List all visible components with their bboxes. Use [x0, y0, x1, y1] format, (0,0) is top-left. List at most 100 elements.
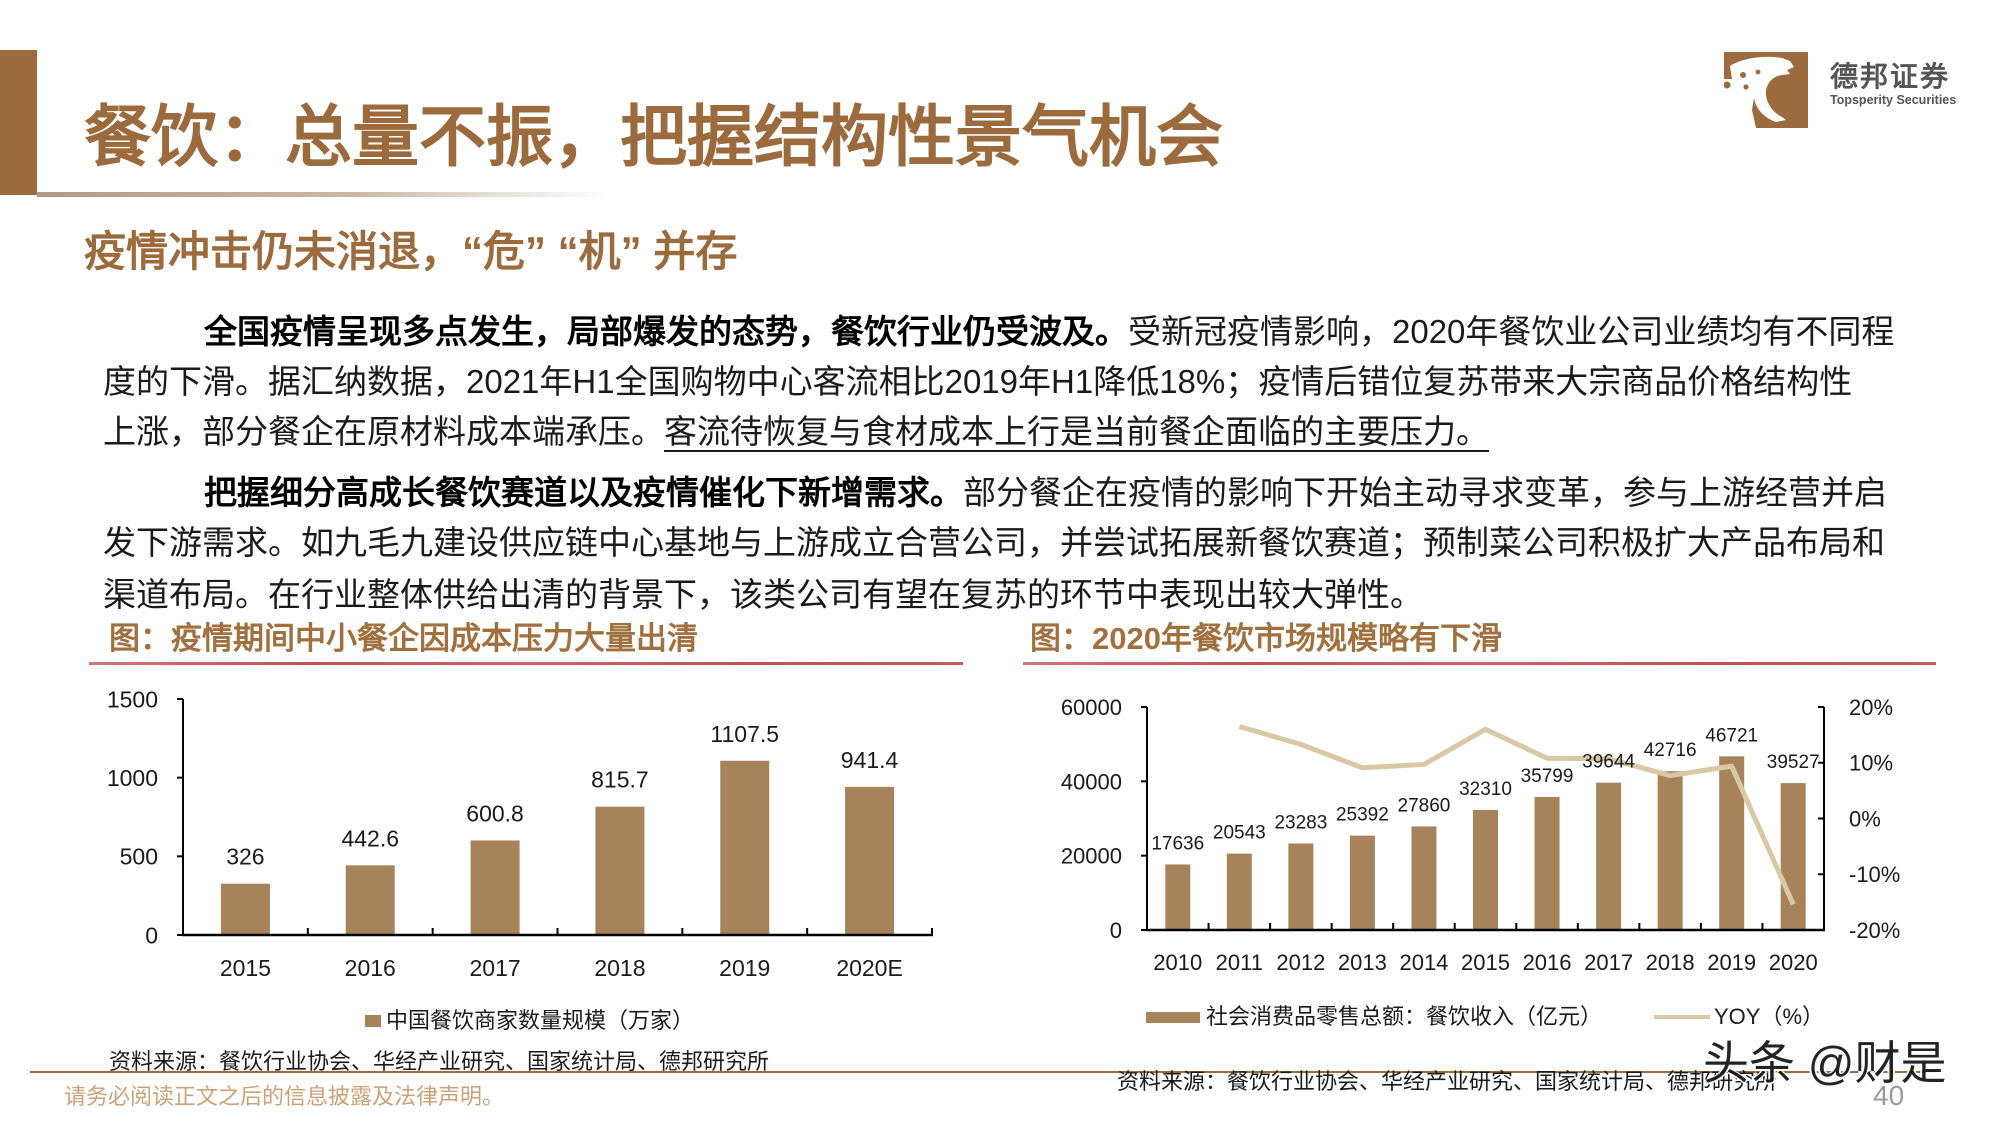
paragraph-1-text: 上涨，部分餐企在原材料成本端承压。 — [103, 413, 664, 450]
bar-2010 — [1165, 864, 1191, 930]
value-label: 46721 — [1705, 725, 1758, 746]
legend-swatch-yoy-line — [1654, 1015, 1710, 1019]
bar-2018 — [1657, 771, 1683, 930]
body-line: 渠道布局。在行业整体供给出清的背景下，该类公司有望在复苏的环节中表现出较大弹性。 — [103, 576, 1423, 613]
value-label: 442.6 — [341, 825, 399, 851]
category-label: 2013 — [1338, 950, 1387, 975]
y-tick-label: 1000 — [107, 765, 158, 791]
y-tick-label-right: 0% — [1849, 806, 1881, 831]
bar-2016 — [345, 865, 395, 935]
body-line: 全国疫情呈现多点发生，局部爆发的态势，餐饮行业仍受波及。受新冠疫情影响，2020… — [204, 312, 1894, 352]
figure-2-combo-chart: 17636 20543 23283 25392 27860 32310 35799 39644… — [1061, 695, 1901, 975]
value-label: 39527 — [1767, 752, 1820, 773]
footer-rule — [30, 1071, 1937, 1073]
legend-label-yoy: YOY（%） — [1714, 1004, 1825, 1029]
y-tick-label: 0 — [145, 922, 158, 948]
y-tick-label-right: 10% — [1849, 751, 1893, 776]
y-tick-label-right: 20% — [1849, 695, 1893, 720]
body-line: 度的下滑。据汇纳数据，2021年H1全国购物中心客流相比2019年H1降低18%… — [103, 363, 1853, 400]
watermark: 头条 @财是 — [1703, 1037, 1947, 1089]
title-accent-bar — [0, 50, 37, 195]
value-label: 20543 — [1213, 823, 1266, 844]
bar-2015 — [220, 883, 270, 935]
category-label: 2011 — [1216, 950, 1263, 975]
value-label: 600.8 — [466, 800, 524, 826]
yoy-line — [1238, 724, 1796, 906]
figure-2-title: 图：2020年餐饮市场规模略有下滑 — [1030, 621, 1502, 656]
figure-1-rule — [89, 662, 963, 665]
y-tick-label: 20000 — [1061, 844, 1122, 869]
bar-2012 — [1288, 843, 1314, 930]
page-title: 餐饮：总量不振，把握结构性景气机会 — [84, 98, 1223, 176]
bar-2018 — [595, 806, 645, 935]
body-line: 把握细分高成长餐饮赛道以及疫情催化下新增需求。部分餐企在疫情的影响下开始主动寻求… — [204, 473, 1887, 513]
brand-name-cn: 德邦证券 — [1830, 61, 1951, 92]
category-label: 2019 — [719, 955, 770, 981]
category-label: 2018 — [594, 955, 645, 981]
category-label: 2018 — [1646, 950, 1695, 975]
bar-2015 — [1473, 809, 1498, 930]
legend-swatch-catering-revenue — [1146, 1012, 1200, 1023]
y-tick-label: 0 — [1110, 918, 1122, 943]
bar-2014 — [1411, 826, 1437, 930]
paragraph-1-lead: 全国疫情呈现多点发生，局部爆发的态势，餐饮行业仍受波及。 — [204, 313, 1128, 350]
value-label: 1107.5 — [710, 721, 779, 747]
category-label: 2019 — [1707, 950, 1756, 975]
value-label: 42716 — [1644, 740, 1697, 761]
value-label: 815.7 — [591, 767, 649, 793]
category-label: 2014 — [1399, 950, 1448, 975]
value-label: 25392 — [1336, 805, 1389, 826]
category-label: 2017 — [469, 955, 520, 981]
body-line: 上涨，部分餐企在原材料成本端承压。客流待恢复与食材成本上行是当前餐企面临的主要压… — [103, 412, 1489, 452]
figure-1-bar-chart: 326 442.6 600.8 815.7 1107.5 941.4 0 500 1000 150… — [107, 686, 933, 981]
paragraph-1-key-point: 客流待恢复与食材成本上行是当前餐企面临的主要压力。 — [664, 413, 1489, 450]
value-label: 39644 — [1582, 752, 1635, 773]
bar-2017 — [470, 840, 520, 935]
category-label: 2010 — [1153, 950, 1202, 975]
figure-2-rule — [1023, 662, 1936, 665]
bar-2017 — [1596, 782, 1622, 930]
bar-2020E — [845, 786, 895, 935]
bar-2013 — [1349, 835, 1375, 930]
value-label: 326 — [226, 844, 264, 870]
leopard-t-logo-icon — [1724, 52, 1808, 128]
page-number: 40 — [1873, 1080, 1905, 1111]
y-tick-label: 1500 — [107, 686, 158, 712]
category-label: 2016 — [345, 955, 396, 981]
value-label: 941.4 — [841, 747, 899, 773]
category-label: 2015 — [220, 955, 271, 981]
value-label: 35799 — [1521, 766, 1574, 787]
category-label: 2020 — [1769, 950, 1818, 975]
legend-label-catering-revenue: 社会消费品零售总额：餐饮收入（亿元） — [1206, 1004, 1603, 1029]
value-label: 17636 — [1151, 833, 1204, 854]
brand-name-en: Topsperity Securities — [1830, 93, 1957, 107]
category-label: 2012 — [1276, 950, 1325, 975]
section-subtitle: 疫情冲击仍未消退，“危” “机” 并存 — [84, 228, 738, 275]
y-tick-label: 60000 — [1061, 695, 1122, 720]
legal-disclaimer: 请务必阅读正文之后的信息披露及法律声明。 — [64, 1084, 505, 1109]
figure-2-source: 资料来源：餐饮行业协会、华经产业研究、国家统计局、德邦研究所 — [1117, 1069, 1778, 1094]
y-tick-label-right: -20% — [1849, 918, 1900, 943]
figure-1-title: 图：疫情期间中小餐企因成本压力大量出清 — [109, 621, 698, 656]
category-label: 2015 — [1461, 950, 1510, 975]
legend-swatch-merchant-count — [365, 1015, 381, 1027]
value-label: 23283 — [1274, 812, 1327, 833]
bar-2016 — [1534, 796, 1560, 930]
bar-2019 — [720, 760, 770, 935]
category-label: 2016 — [1523, 950, 1572, 975]
legend-label-merchant-count: 中国餐饮商家数量规模（万家） — [386, 1008, 695, 1033]
value-label: 32310 — [1459, 779, 1512, 800]
category-label: 2020E — [836, 955, 903, 981]
paragraph-1-text: 受新冠疫情影响，2020年餐饮业公司业绩均有不同程 — [1128, 313, 1895, 350]
value-label: 27860 — [1398, 795, 1451, 816]
y-tick-label-right: -10% — [1849, 862, 1900, 887]
paragraph-2-text: 部分餐企在疫情的影响下开始主动寻求变革，参与上游经营并启 — [963, 474, 1887, 511]
y-tick-label: 40000 — [1061, 769, 1122, 794]
paragraph-2-lead: 把握细分高成长餐饮赛道以及疫情催化下新增需求。 — [204, 474, 963, 511]
bar-2011 — [1226, 853, 1252, 930]
title-underline — [37, 192, 612, 197]
bar-2020 — [1780, 783, 1806, 930]
figure-1-source: 资料来源：餐饮行业协会、华经产业研究、国家统计局、德邦研究所 — [109, 1049, 770, 1074]
category-label: 2017 — [1584, 950, 1633, 975]
y-tick-label: 500 — [120, 844, 158, 870]
